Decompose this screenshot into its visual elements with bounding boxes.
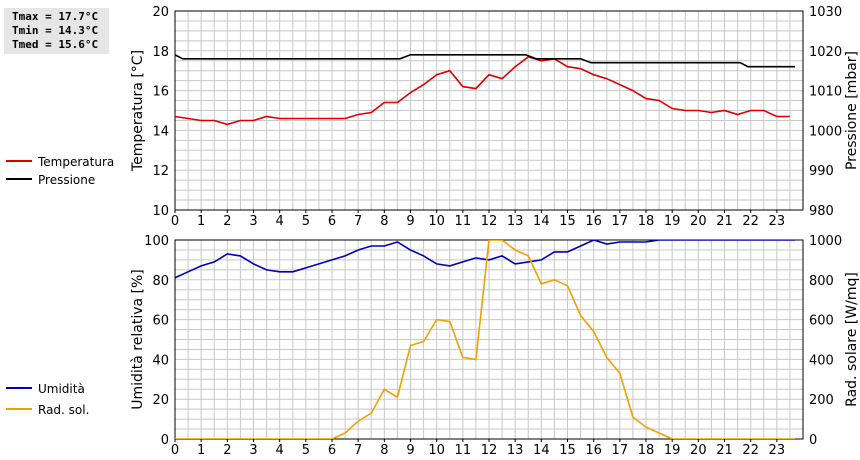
bottom-x-tick-label: 8 [380,443,388,458]
legend-temperature-label: Temperatura [37,155,114,169]
top-x-tick-label: 21 [716,214,733,229]
stat-tmax: Tmax = 17.7°C [12,10,99,23]
bottom-x-tick-label: 3 [249,443,257,458]
top-y-right-tick-label: 1010 [809,85,842,100]
bottom-x-tick-label: 18 [638,443,655,458]
bottom-x-tick-label: 15 [559,443,576,458]
top-x-tick-label: 18 [638,214,655,229]
top-y-left-axis-label: Temperatura [°C] [130,50,146,172]
top-y-right-tick-label: 980 [809,204,834,219]
bottom-x-tick-label: 19 [664,443,681,458]
legend-temperature: Temperatura [6,155,114,169]
bottom-y-right-axis-label: Rad. solare [W/mq] [844,272,860,407]
top-y-right-tick-label: 1000 [809,124,842,139]
top-x-tick-label: 13 [507,214,524,229]
bottom-x-tick-label: 6 [328,443,336,458]
top-y-right-tick-label: 990 [809,164,834,179]
top-x-tick-label: 12 [481,214,498,229]
top-x-tick-label: 7 [354,214,362,229]
top-x-tick-label: 1 [197,214,205,229]
top-y-right-tick-label: 1030 [809,5,842,20]
top-x-tick-label: 10 [428,214,445,229]
bottom-y-left-axis-label: Umidità relativa [%] [130,269,146,410]
bottom-x-tick-label: 13 [507,443,524,458]
bottom-y-left-tick-label: 80 [152,274,169,289]
bottom-x-tick-label: 7 [354,443,362,458]
stat-tmin: Tmin = 14.3°C [12,24,99,37]
top-x-tick-label: 9 [406,214,414,229]
top-y-right-axis-label: Pressione [mbar] [844,51,860,170]
top-x-tick-label: 16 [585,214,602,229]
bottom-x-tick-label: 22 [742,443,759,458]
top-x-tick-label: 8 [380,214,388,229]
bottom-x-tick-label: 2 [223,443,231,458]
top-y-left-tick-label: 12 [152,164,169,179]
bottom-x-tick-label: 9 [406,443,414,458]
bottom-x-tick-label: 16 [585,443,602,458]
legend-solar: Rad. sol. [6,403,89,417]
top-y-left-tick-label: 20 [152,5,169,20]
top-x-tick-label: 3 [249,214,257,229]
top-x-tick-label: 22 [742,214,759,229]
stat-tmed: Tmed = 15.6°C [12,38,99,51]
stats-box: Tmax = 17.7°C Tmin = 14.3°C Tmed = 15.6°… [4,8,109,54]
bottom-y-left-tick-label: 60 [152,314,169,329]
top-x-tick-label: 14 [533,214,550,229]
bottom-y-left-tick-label: 20 [152,393,169,408]
bottom-x-tick-label: 10 [428,443,445,458]
bottom-x-tick-label: 11 [455,443,472,458]
legend-humidity-label: Umidità [38,382,85,396]
humidity-solar-chart: 0 1 2 3 4 5 6 7 8 9 10 11 12 13 14 15 16 17 18 19 20 21 22 2302… [130,234,860,458]
top-x-tick-label: 19 [664,214,681,229]
bottom-x-tick-label: 14 [533,443,550,458]
series-line-pressione [175,53,796,68]
bottom-y-left-tick-label: 100 [144,234,169,249]
bottom-y-left-tick-label: 0 [161,433,169,448]
bottom-x-tick-label: 1 [197,443,205,458]
bottom-y-right-tick-label: 400 [809,353,834,368]
top-x-tick-label: 23 [769,214,786,229]
top-x-tick-label: 17 [612,214,629,229]
bottom-x-tick-label: 17 [612,443,629,458]
temperature-pressure-chart: 0 1 2 3 4 5 6 7 8 9 10 11 12 13 14 15 16 17 18 19 20 21 22 2310… [130,5,860,229]
legend-pressure: Pressione [6,173,95,187]
bottom-y-right-tick-label: 0 [809,433,817,448]
legend-solar-label: Rad. sol. [38,403,89,417]
legend-humidity: Umidità [6,382,85,396]
bottom-y-left-tick-label: 40 [152,353,169,368]
series-line-umidit [175,240,796,279]
bottom-x-tick-label: 5 [302,443,310,458]
series-line-temperatura [175,55,790,126]
bottom-y-right-tick-label: 200 [809,393,834,408]
top-x-tick-label: 0 [171,214,179,229]
bottom-y-right-tick-label: 600 [809,314,834,329]
bottom-x-tick-label: 20 [690,443,707,458]
bottom-x-tick-label: 4 [276,443,284,458]
top-y-left-tick-label: 10 [152,204,169,219]
legend-pressure-label: Pressione [38,173,95,187]
top-x-tick-label: 20 [690,214,707,229]
top-y-left-tick-label: 18 [152,45,169,60]
top-x-tick-label: 4 [276,214,284,229]
bottom-x-tick-label: 23 [769,443,786,458]
top-y-right-tick-label: 1020 [809,45,842,60]
top-x-tick-label: 2 [223,214,231,229]
top-y-left-tick-label: 14 [152,124,169,139]
top-y-left-tick-label: 16 [152,85,169,100]
bottom-y-right-tick-label: 1000 [809,234,842,249]
bottom-y-right-tick-label: 800 [809,274,834,289]
top-x-tick-label: 5 [302,214,310,229]
top-x-tick-label: 15 [559,214,576,229]
top-x-tick-label: 6 [328,214,336,229]
top-x-tick-label: 11 [455,214,472,229]
bottom-x-tick-label: 12 [481,443,498,458]
bottom-x-tick-label: 21 [716,443,733,458]
bottom-x-tick-label: 0 [171,443,179,458]
series-line-rad-sol [175,240,796,439]
